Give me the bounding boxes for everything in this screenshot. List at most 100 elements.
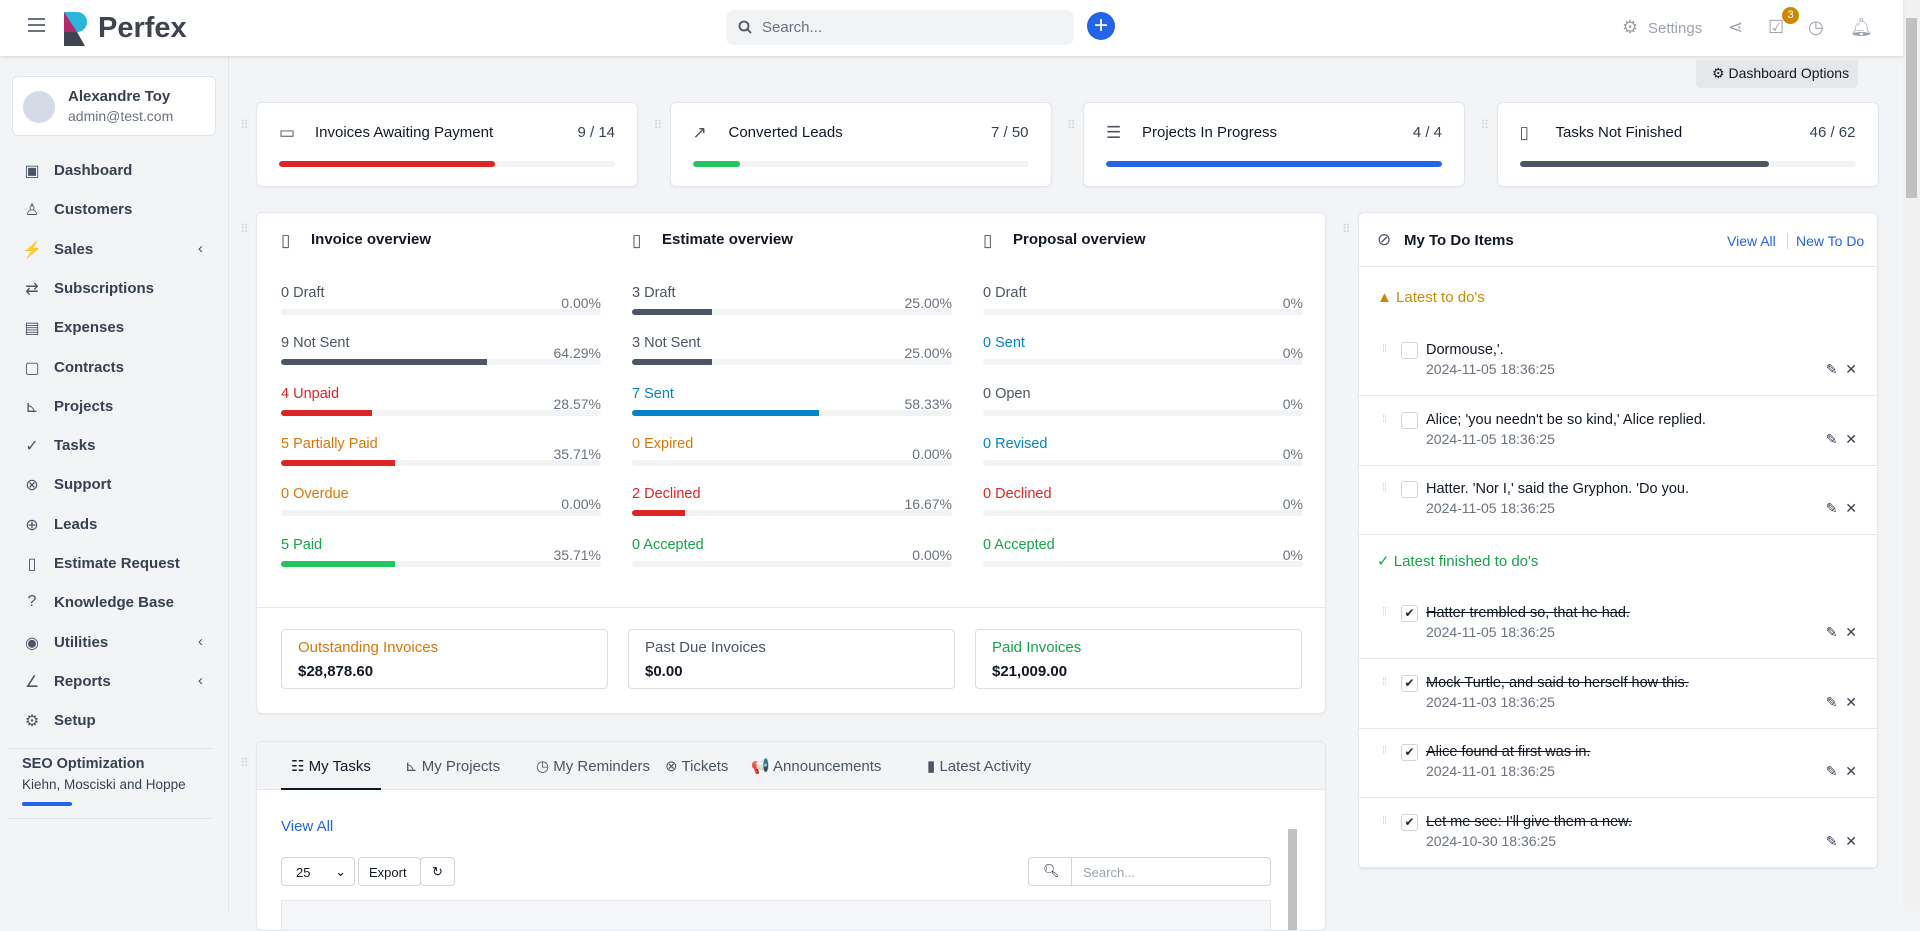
tab-my-tasks[interactable]: ☷ My Tasks: [281, 742, 381, 790]
drag-handle-icon[interactable]: ⠿: [1480, 118, 1490, 132]
global-search-input[interactable]: Search...: [726, 10, 1074, 45]
overview-row[interactable]: 3 Draft 25.00%: [632, 285, 952, 317]
drag-handle-icon[interactable]: ⁞⁞: [1382, 606, 1387, 618]
delete-x-icon[interactable]: ✕: [1845, 832, 1857, 849]
todo-checkbox[interactable]: ✔: [1401, 813, 1418, 831]
overview-row[interactable]: 0 Sent 0%: [983, 335, 1303, 367]
delete-x-icon[interactable]: ✕: [1845, 624, 1857, 640]
overview-row[interactable]: 0 Accepted 0.00%: [632, 537, 952, 569]
tab-my-projects[interactable]: ⊾ My Projects: [405, 758, 501, 775]
sidebar-item-leads[interactable]: ⊕ Leads: [0, 507, 229, 543]
tasks-view-all-link[interactable]: View All: [281, 818, 334, 835]
sidebar-item-support[interactable]: ⊗ Support: [0, 467, 229, 503]
delete-x-icon[interactable]: ✕: [1845, 693, 1857, 710]
clock-icon[interactable]: ◷: [1808, 17, 1824, 37]
stat-card[interactable]: ▯ Tasks Not Finished 46 / 62: [1496, 102, 1879, 187]
sidebar-item-tasks[interactable]: ✓ Tasks: [0, 428, 229, 464]
sidebar-item-customers[interactable]: ♙ Customers: [0, 192, 229, 228]
drag-handle-icon[interactable]: ⁞⁞: [1382, 675, 1387, 688]
edit-pencil-icon[interactable]: ✎: [1825, 361, 1838, 377]
edit-pencil-icon[interactable]: ✎: [1825, 430, 1838, 447]
sidebar-item-dashboard[interactable]: ▣ Dashboard: [0, 153, 229, 189]
brand-name[interactable]: Perfex: [98, 12, 187, 44]
tab-latest-activity[interactable]: ▮ Latest Activity: [927, 758, 1032, 775]
sidebar-item-sales[interactable]: ⚡ Sales ‹: [22, 239, 203, 259]
todo-view-all-link[interactable]: View All: [1727, 233, 1776, 249]
page-size-select[interactable]: 25 ⌄: [281, 857, 355, 886]
menu-toggle-icon[interactable]: [28, 18, 45, 32]
project-name[interactable]: SEO Optimization: [22, 756, 145, 772]
table-scrollbar[interactable]: [1288, 829, 1297, 930]
drag-handle-icon[interactable]: ⠿: [240, 756, 249, 770]
chevron-left-icon[interactable]: ‹: [198, 671, 203, 689]
stat-card[interactable]: ↗ Converted Leads 7 / 50: [669, 102, 1052, 187]
todo-checkbox[interactable]: [1401, 481, 1418, 498]
overview-row[interactable]: 0 Accepted 0%: [983, 537, 1303, 569]
delete-x-icon[interactable]: ✕: [1845, 763, 1857, 779]
tab-my-reminders[interactable]: ◷ My Reminders: [536, 758, 650, 775]
sidebar-item-estimate-request[interactable]: ▯ Estimate Request: [0, 546, 229, 582]
bell-icon[interactable]: 🔔︎: [1850, 17, 1873, 37]
overview-row[interactable]: 7 Sent 58.33%: [632, 386, 952, 418]
drag-handle-icon[interactable]: ⠿: [653, 118, 663, 132]
settings-icon[interactable]: ⚙: [1622, 17, 1639, 37]
export-button[interactable]: Export: [358, 857, 421, 886]
sidebar-item-utilities[interactable]: ◉ Utilities ‹: [0, 625, 229, 661]
drag-handle-icon[interactable]: ⁞⁞: [1382, 412, 1387, 425]
drag-handle-icon[interactable]: ⁞⁞: [1382, 343, 1387, 355]
overview-row[interactable]: 3 Not Sent 25.00%: [632, 335, 952, 367]
sidebar-item-reports[interactable]: ∠ Reports ‹: [0, 664, 229, 700]
stat-card[interactable]: ▭ Invoices Awaiting Payment 9 / 14: [256, 102, 638, 187]
tab-tickets[interactable]: ⊗ Tickets: [665, 758, 729, 775]
overview-row[interactable]: 2 Declined 16.67%: [632, 486, 952, 518]
todo-checkbox[interactable]: [1401, 411, 1418, 429]
share-icon[interactable]: ⋖: [1728, 17, 1744, 37]
overview-row[interactable]: 5 Paid 35.71%: [281, 537, 601, 569]
sidebar-item-knowledge-base[interactable]: ? Knowledge Base: [0, 585, 229, 621]
todo-checkbox[interactable]: [1401, 342, 1418, 359]
settings-link[interactable]: Settings: [1648, 20, 1703, 37]
drag-handle-icon[interactable]: ⠿: [1342, 222, 1351, 236]
user-profile-card[interactable]: Alexandre Toy admin@test.com: [12, 76, 216, 136]
overview-row[interactable]: 0 Expired 0.00%: [632, 436, 952, 468]
quick-create-button[interactable]: +: [1087, 12, 1115, 40]
new-todo-link[interactable]: New To Do: [1796, 233, 1865, 249]
summary-box[interactable]: Outstanding Invoices $28,878.60: [281, 629, 608, 689]
drag-handle-icon[interactable]: ⁞⁞: [1382, 745, 1387, 757]
sidebar-item-contracts[interactable]: ▢ Contracts: [0, 350, 229, 386]
todo-checkbox[interactable]: ✔: [1401, 744, 1418, 761]
sidebar-item-setup[interactable]: ⚙ Setup: [0, 703, 229, 739]
tab-announcements[interactable]: 📢 Announcements: [751, 758, 882, 775]
sidebar-item-subscriptions[interactable]: ⇄ Subscriptions: [0, 271, 229, 307]
drag-handle-icon[interactable]: ⁞⁞: [1382, 482, 1387, 494]
edit-pencil-icon[interactable]: ✎: [1825, 500, 1838, 516]
refresh-icon[interactable]: ↻: [420, 857, 455, 886]
overview-row[interactable]: 9 Not Sent 64.29%: [281, 335, 601, 367]
todo-checkbox[interactable]: ✔: [1401, 674, 1418, 692]
sidebar-item-expenses[interactable]: ▤ Expenses: [0, 310, 229, 346]
delete-x-icon[interactable]: ✕: [1845, 500, 1857, 516]
overview-row[interactable]: 0 Draft 0%: [983, 285, 1303, 317]
summary-box[interactable]: Past Due Invoices $0.00: [628, 629, 955, 689]
tasks-checkbox-icon[interactable]: ☑: [1768, 17, 1785, 37]
page-scrollbar[interactable]: [1903, 0, 1920, 911]
overview-row[interactable]: 0 Open 0%: [983, 386, 1303, 418]
edit-pencil-icon[interactable]: ✎: [1825, 624, 1838, 640]
edit-pencil-icon[interactable]: ✎: [1825, 693, 1838, 710]
overview-row[interactable]: 0 Draft 0.00%: [281, 285, 601, 317]
todo-checkbox[interactable]: ✔: [1401, 605, 1418, 622]
overview-row[interactable]: 0 Revised 0%: [983, 436, 1303, 468]
summary-box[interactable]: Paid Invoices $21,009.00: [975, 629, 1302, 689]
overview-row[interactable]: 5 Partially Paid 35.71%: [281, 436, 601, 468]
table-search-input[interactable]: 🔍︎ Search...: [1028, 857, 1271, 886]
drag-handle-icon[interactable]: ⠿: [240, 118, 249, 132]
sidebar-item-projects[interactable]: ⊾ Projects: [0, 389, 229, 425]
drag-handle-icon[interactable]: ⁞⁞: [1382, 814, 1387, 827]
stat-card[interactable]: ☰ Projects In Progress 4 / 4: [1083, 102, 1465, 187]
dashboard-options-button[interactable]: ⚙ Dashboard Options: [1696, 60, 1858, 88]
chevron-left-icon[interactable]: ‹: [198, 239, 203, 257]
chevron-left-icon[interactable]: ‹: [198, 632, 203, 650]
overview-row[interactable]: 0 Overdue 0.00%: [281, 486, 601, 518]
drag-handle-icon[interactable]: ⠿: [1067, 118, 1076, 132]
drag-handle-icon[interactable]: ⠿: [240, 222, 249, 236]
